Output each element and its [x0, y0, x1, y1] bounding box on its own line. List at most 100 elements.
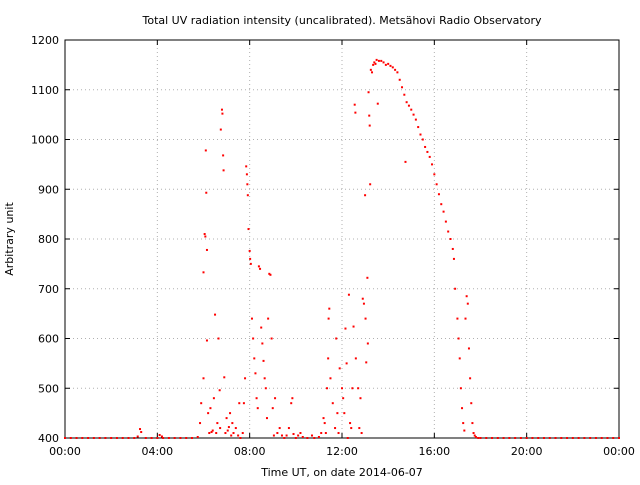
data-point [136, 435, 139, 438]
data-point [64, 437, 66, 439]
data-point [252, 337, 255, 340]
data-point [407, 104, 410, 107]
data-point [362, 302, 365, 305]
data-point [158, 434, 161, 437]
data-point [239, 437, 242, 439]
data-point [299, 432, 302, 435]
data-point [276, 432, 279, 435]
data-point [274, 397, 277, 400]
data-point [173, 437, 176, 439]
data-point [246, 183, 249, 186]
data-point [471, 422, 474, 425]
data-point [250, 317, 253, 320]
data-point [294, 437, 297, 439]
data-point [382, 61, 385, 64]
data-point [431, 163, 434, 166]
data-point [190, 437, 193, 439]
data-point [216, 422, 219, 425]
data-point [98, 437, 101, 439]
data-point [278, 427, 281, 430]
data-point [496, 437, 499, 439]
data-point [542, 437, 545, 439]
data-point [350, 427, 353, 430]
data-point [327, 357, 330, 360]
data-point [205, 248, 208, 251]
data-point [359, 397, 362, 400]
data-point [566, 437, 569, 439]
data-point [433, 173, 436, 176]
data-point [354, 111, 357, 114]
data-point [469, 377, 472, 380]
data-point [280, 434, 283, 437]
data-point [87, 437, 90, 439]
data-point [249, 257, 252, 260]
data-point [230, 434, 233, 437]
data-point [222, 154, 225, 157]
data-point [428, 155, 431, 158]
data-point [144, 437, 147, 439]
data-point [220, 108, 223, 111]
data-point [346, 437, 349, 439]
y-tick-label: 1200 [31, 34, 59, 47]
data-point [372, 63, 375, 66]
data-point [473, 434, 476, 437]
data-point [271, 407, 274, 410]
data-point [245, 165, 248, 168]
data-point [467, 347, 470, 350]
data-point [447, 230, 450, 233]
data-point [463, 429, 466, 432]
x-axis-label: Time UT, on date 2014-06-07 [260, 466, 423, 479]
data-point [270, 337, 273, 340]
data-point [259, 267, 262, 270]
y-axis-label: Arbitrary unit [3, 202, 16, 276]
data-point [249, 262, 252, 265]
data-point [464, 317, 467, 320]
data-point [202, 271, 205, 274]
data-point [231, 422, 234, 425]
data-point [618, 437, 620, 439]
data-point [349, 422, 352, 425]
data-point [414, 118, 417, 121]
x-tick-label: 00:00 [603, 445, 635, 458]
data-point [419, 133, 422, 136]
data-point [283, 437, 286, 439]
data-point [223, 376, 226, 379]
data-point [502, 437, 505, 439]
data-point [577, 437, 580, 439]
data-point [209, 407, 212, 410]
data-point [389, 64, 392, 67]
data-point [285, 434, 288, 437]
data-point [374, 62, 377, 65]
data-point [217, 337, 220, 340]
data-point [255, 397, 258, 400]
data-point [442, 210, 445, 213]
data-point [204, 149, 207, 152]
y-tick-label: 1000 [31, 134, 59, 147]
data-point [491, 437, 494, 439]
data-point [354, 357, 357, 360]
data-point [104, 437, 107, 439]
y-tick-label: 900 [38, 183, 59, 196]
data-point [377, 59, 380, 62]
data-point [612, 437, 615, 439]
data-point [342, 397, 345, 400]
data-point [371, 71, 374, 74]
data-point [260, 326, 263, 329]
data-point [351, 387, 354, 390]
data-point [364, 194, 367, 197]
data-point [237, 434, 240, 437]
data-point [200, 402, 203, 405]
data-point [606, 437, 609, 439]
data-point [81, 437, 84, 439]
data-point [306, 437, 309, 439]
data-point [238, 402, 241, 405]
data-point [514, 437, 517, 439]
data-point [394, 68, 397, 71]
data-point [600, 437, 603, 439]
data-point [435, 183, 438, 186]
data-point [227, 426, 230, 429]
data-point [221, 112, 224, 115]
data-point [140, 431, 143, 434]
data-point [328, 307, 331, 310]
